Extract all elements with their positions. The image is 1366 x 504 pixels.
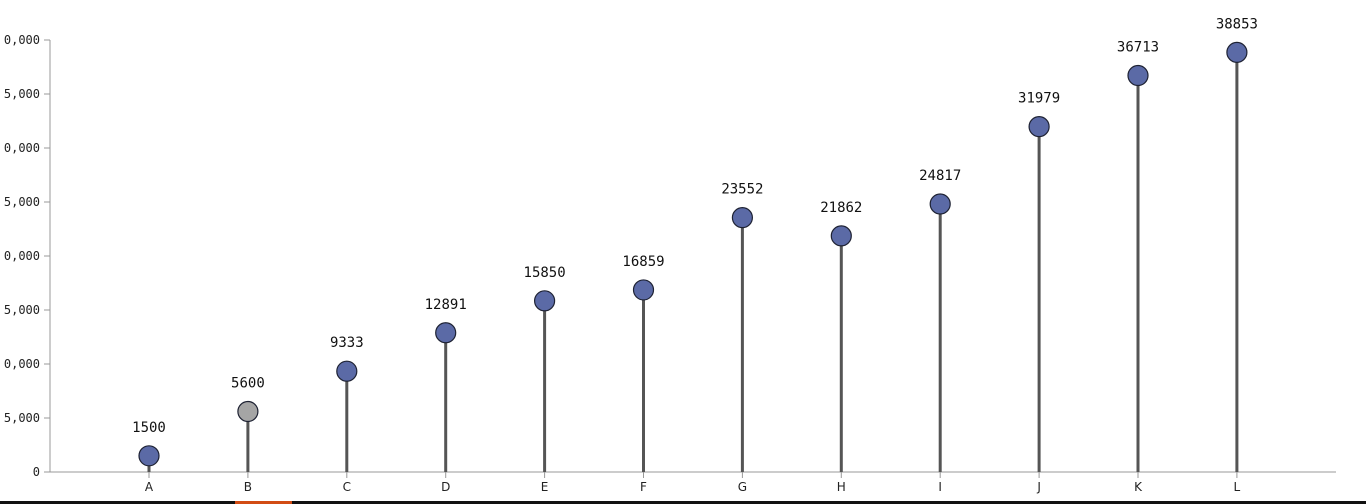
data-label: 16859 <box>622 254 664 270</box>
x-tick-label: H <box>837 480 846 494</box>
lollipop-I: 24817 <box>919 168 961 472</box>
x-tick-label: L <box>1234 480 1241 494</box>
lollipop-C: 9333 <box>330 335 364 472</box>
data-label: 21862 <box>820 200 862 216</box>
lollipop-dot <box>533 290 556 312</box>
x-axis: A B C D E F G H I J K L <box>50 471 1336 494</box>
y-axis: 0 5,000 0,000 5,000 0,000 5,000 0,000 5,000 0,00… <box>4 33 51 479</box>
y-tick-label: 0,000 <box>4 249 40 263</box>
lollipop-B: 5600 <box>231 376 265 472</box>
y-tick-label: 0,000 <box>4 141 40 155</box>
lollipop-dot <box>1127 64 1149 87</box>
lollipop-J: 31979 <box>1018 91 1060 472</box>
bottom-border <box>0 501 1366 504</box>
lollipop-dot <box>336 360 358 382</box>
x-tick-label: G <box>738 480 747 494</box>
data-label: 12891 <box>425 297 467 313</box>
y-tick-label: 5,000 <box>4 411 40 425</box>
x-tick-label: B <box>244 480 252 494</box>
y-tick-label: 0 <box>33 465 40 479</box>
y-tick-label: 5,000 <box>4 195 40 209</box>
data-label: 9333 <box>330 335 364 351</box>
lollipop-D: 12891 <box>425 297 467 472</box>
x-tick-label: I <box>938 480 942 494</box>
lollipop-dot <box>237 400 259 423</box>
x-tick-label: E <box>541 480 549 494</box>
lollipop-dot <box>138 445 160 467</box>
x-tick-label: J <box>1036 480 1041 494</box>
x-tick-label: F <box>640 480 647 494</box>
data-label: 15850 <box>524 265 566 281</box>
data-label: 36713 <box>1117 39 1159 55</box>
y-tick-label: 0,000 <box>4 33 40 47</box>
lollipop-dot <box>929 193 951 215</box>
lollipop-dot <box>830 225 852 247</box>
data-label: 1500 <box>132 420 166 436</box>
lollipop-F: 16859 <box>622 254 665 472</box>
data-label: 23552 <box>721 182 763 198</box>
lollipop-A: 1500 <box>132 420 166 472</box>
lollipop-H: 21862 <box>820 200 862 472</box>
x-tick-label: C <box>343 480 351 494</box>
lollipop-dot <box>1226 41 1248 63</box>
x-tick-label: A <box>145 480 154 494</box>
y-tick-label: 5,000 <box>4 87 40 101</box>
data-label: 5600 <box>231 376 265 392</box>
lollipop-dot <box>632 279 655 301</box>
data-label: 31979 <box>1018 91 1060 107</box>
data-label: 24817 <box>919 168 961 184</box>
lollipop-E: 15850 <box>524 265 566 472</box>
lollipop-G: 23552 <box>721 182 763 472</box>
lollipops: 1500 5600 9333 12891 15850 16859 23552 21862 248… <box>132 16 1258 472</box>
lollipop-dot <box>731 207 754 229</box>
lollipop-K: 36713 <box>1117 39 1159 472</box>
lollipop-dot <box>1028 116 1050 138</box>
lollipop-L: 38853 <box>1216 16 1258 472</box>
x-tick-label: D <box>441 480 450 494</box>
data-label: 38853 <box>1216 16 1258 32</box>
x-tick-label: K <box>1134 480 1143 494</box>
y-tick-label: 0,000 <box>4 357 40 371</box>
y-tick-label: 5,000 <box>4 303 40 317</box>
bottom-accent-marker <box>235 501 292 504</box>
lollipop-dot <box>435 322 457 344</box>
